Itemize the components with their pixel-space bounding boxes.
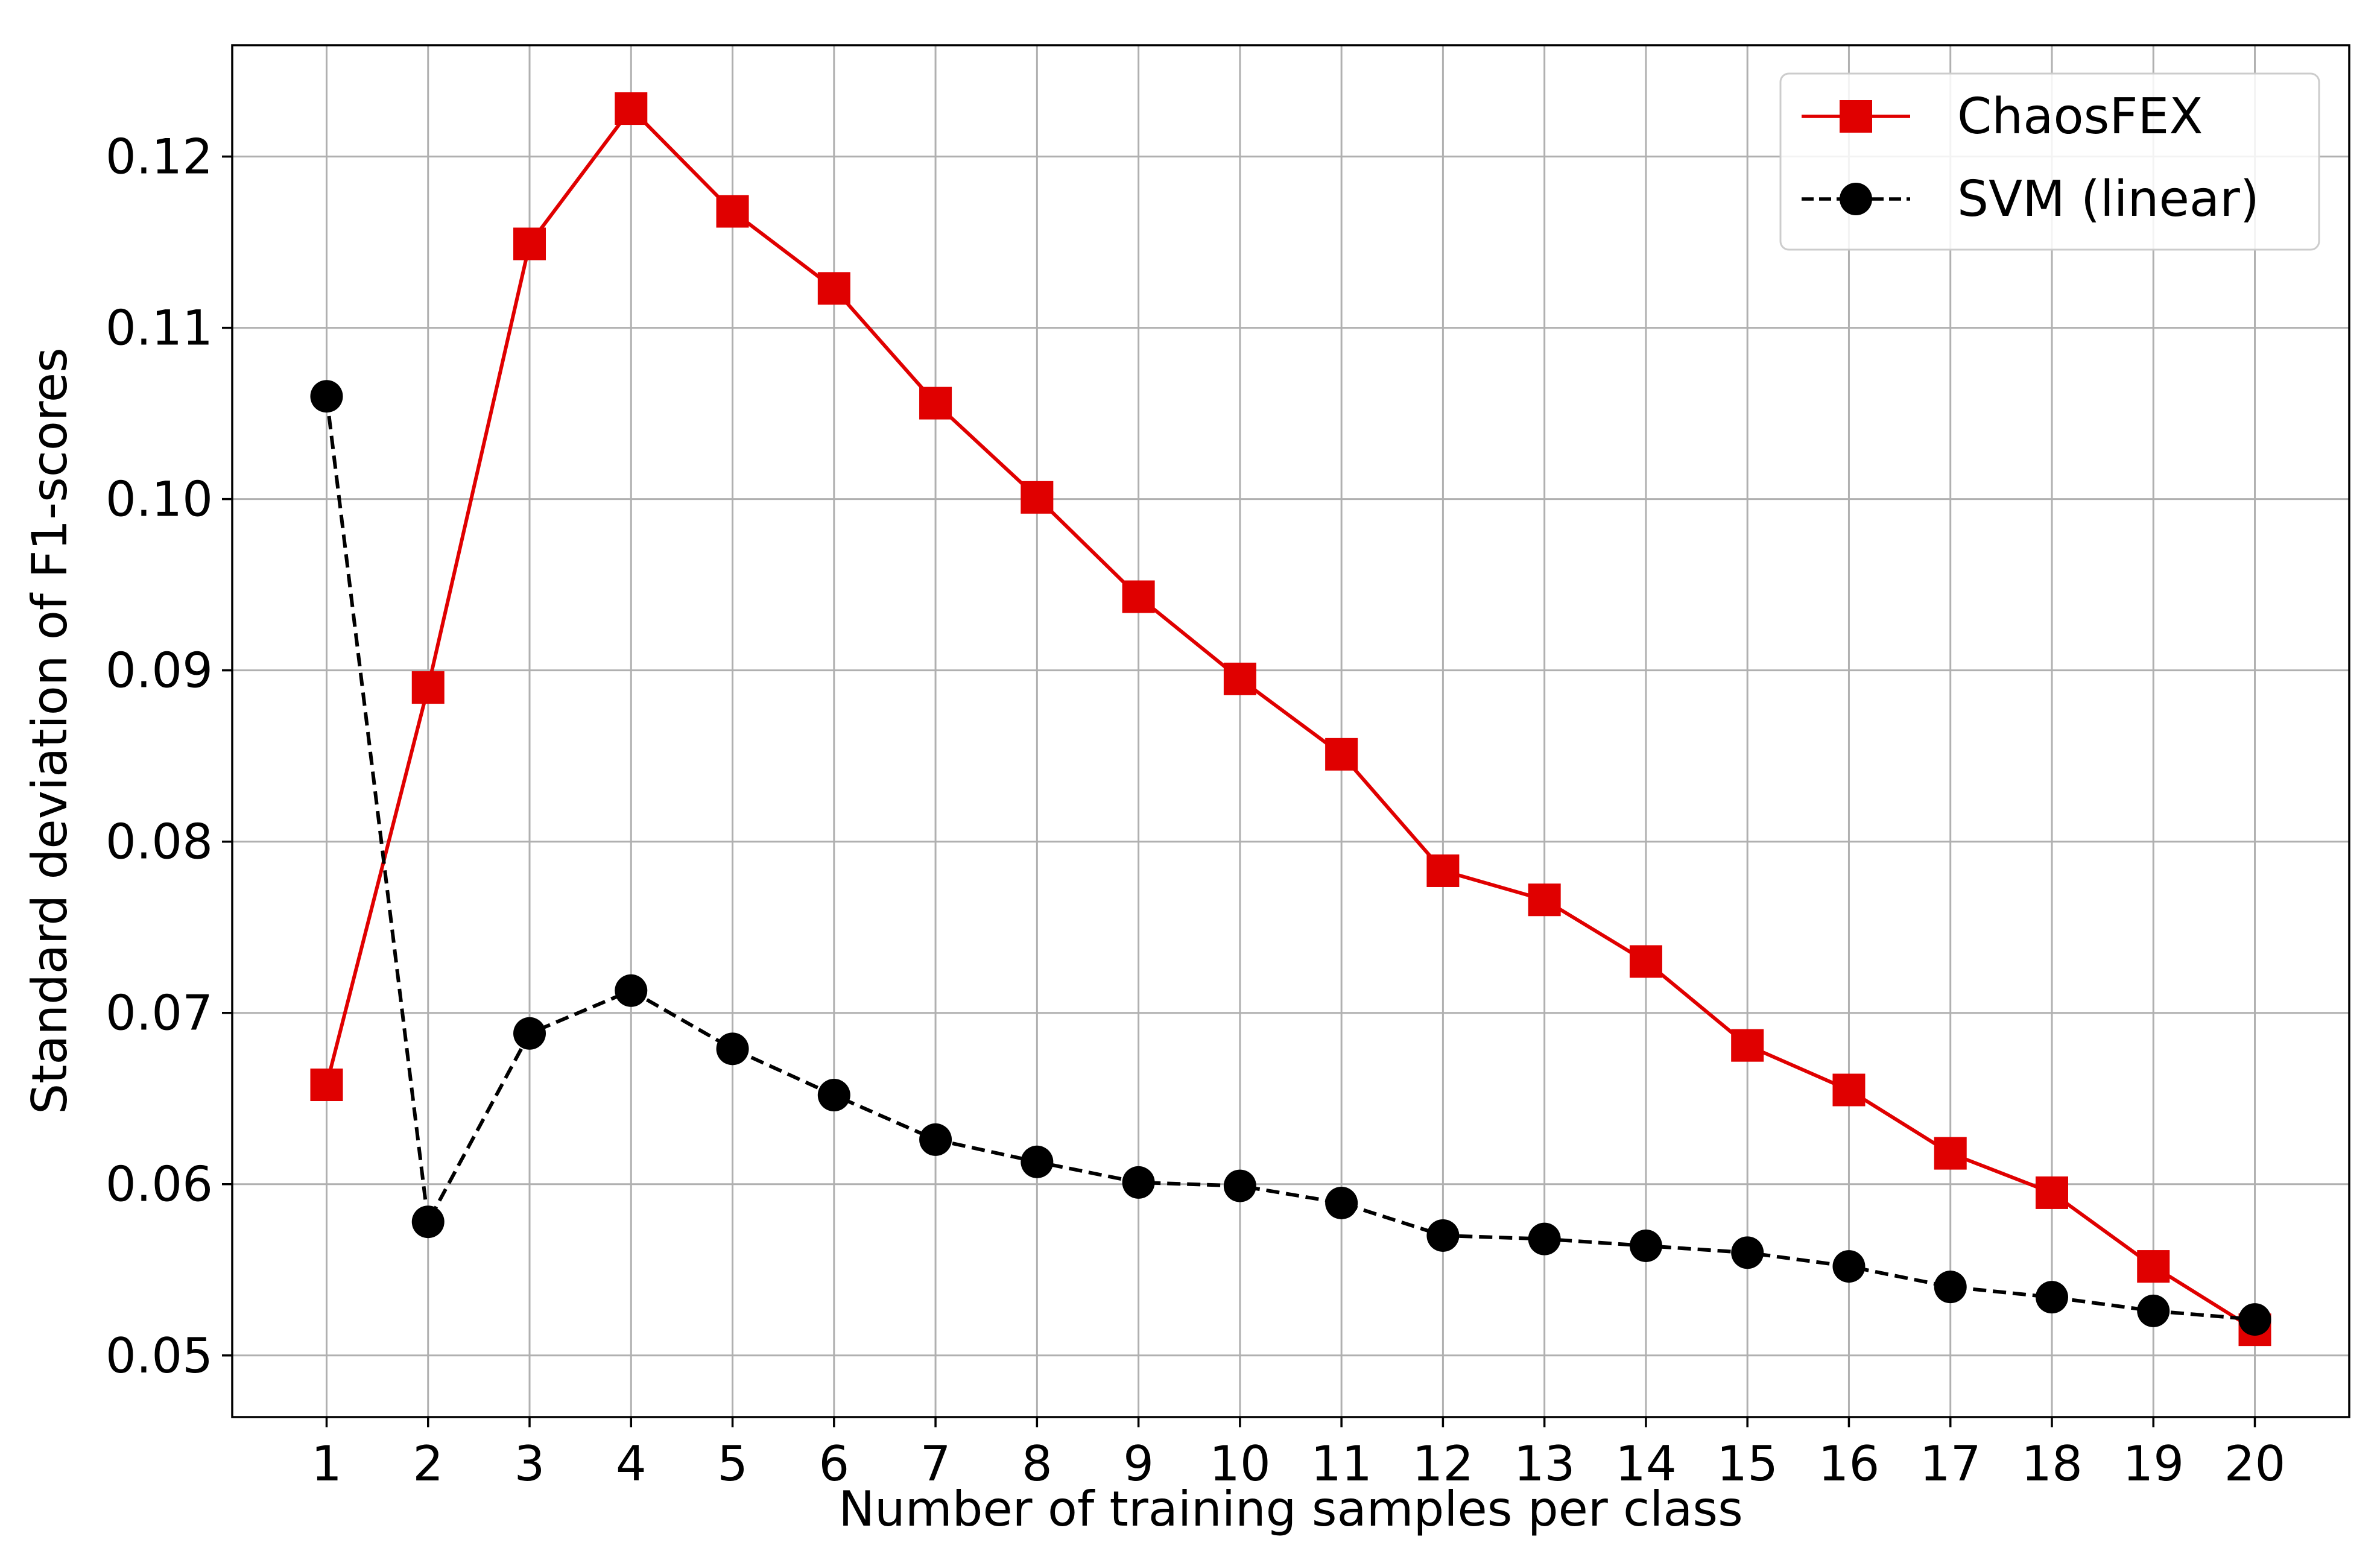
point-chaosfex-16: [1832, 1073, 1866, 1107]
point-svm-linear-8: [1021, 1145, 1054, 1178]
point-svm-linear-1: [310, 380, 343, 413]
legend-box: [1779, 72, 2320, 251]
point-chaosfex-7: [919, 387, 952, 420]
x-tick-label-7: 7: [920, 1436, 951, 1492]
x-tick-label-6: 6: [818, 1436, 849, 1492]
point-svm-linear-9: [1122, 1166, 1155, 1199]
legend: ChaosFEX SVM (linear): [1779, 72, 2320, 251]
x-tick-label-9: 9: [1123, 1436, 1154, 1492]
legend-entry-chaosfex: ChaosFEX: [1802, 88, 2203, 145]
point-svm-linear-6: [817, 1079, 850, 1112]
point-svm-linear-15: [1731, 1236, 1764, 1269]
y-tick-label-0.07: 0.07: [106, 985, 213, 1041]
y-tick-label-0.09: 0.09: [106, 643, 213, 699]
series-line-svm-linear: [324, 396, 2255, 1322]
point-svm-linear-5: [716, 1032, 749, 1066]
x-tick-label-12: 12: [1412, 1436, 1473, 1492]
point-svm-linear-18: [2035, 1281, 2068, 1314]
point-chaosfex-18: [2035, 1176, 2068, 1209]
point-chaosfex-9: [1122, 580, 1155, 613]
point-svm-linear-16: [1832, 1250, 1866, 1283]
axis-ticks: 1 2 3 4 5 6 7 8 9 10 11 12 13 14 15 16 17 18 19 200.050.060…: [106, 129, 2286, 1492]
point-chaosfex-17: [1934, 1137, 1967, 1170]
y-tick-label-0.12: 0.12: [106, 129, 213, 185]
point-svm-linear-13: [1528, 1222, 1561, 1255]
point-chaosfex-4: [615, 92, 648, 125]
x-tick-label-14: 14: [1615, 1436, 1677, 1492]
point-chaosfex-14: [1629, 945, 1662, 978]
point-svm-linear-19: [2137, 1294, 2170, 1327]
point-chaosfex-19: [2137, 1250, 2170, 1283]
point-svm-linear-3: [513, 1017, 546, 1050]
point-chaosfex-12: [1426, 854, 1460, 887]
x-tick-label-15: 15: [1717, 1436, 1778, 1492]
series-group: [310, 92, 2271, 1347]
x-tick-label-4: 4: [616, 1436, 647, 1492]
y-tick-label-0.06: 0.06: [106, 1157, 213, 1213]
point-chaosfex-10: [1223, 662, 1256, 695]
x-tick-label-19: 19: [2122, 1436, 2184, 1492]
series-line-chaosfex: [324, 107, 2256, 1331]
x-tick-label-20: 20: [2224, 1436, 2286, 1492]
x-tick-label-5: 5: [717, 1436, 748, 1492]
plot-frame: [231, 44, 2350, 1418]
y-tick-label-0.08: 0.08: [106, 814, 213, 870]
x-tick-label-16: 16: [1818, 1436, 1880, 1492]
y-tick-label-0.05: 0.05: [106, 1328, 213, 1384]
legend-marker-chaosfex: [1840, 100, 1872, 133]
x-tick-label-1: 1: [311, 1436, 342, 1492]
point-chaosfex-5: [716, 195, 749, 228]
point-svm-linear-17: [1934, 1271, 1967, 1304]
point-chaosfex-2: [411, 671, 445, 704]
point-chaosfex-11: [1325, 737, 1358, 771]
x-tick-label-11: 11: [1311, 1436, 1372, 1492]
legend-entry-svm-linear: SVM (linear): [1802, 171, 2259, 228]
x-tick-label-3: 3: [514, 1436, 545, 1492]
legend-label-chaosfex: ChaosFEX: [1957, 88, 2203, 145]
x-tick-label-10: 10: [1209, 1436, 1271, 1492]
series-svm-linear: [310, 380, 2271, 1336]
point-chaosfex-6: [817, 272, 850, 305]
series-chaosfex: [310, 92, 2271, 1347]
point-svm-linear-14: [1629, 1229, 1662, 1262]
point-svm-linear-20: [2238, 1303, 2271, 1336]
point-svm-linear-10: [1223, 1169, 1256, 1202]
legend-label-svm-linear: SVM (linear): [1957, 171, 2259, 228]
point-chaosfex-1: [310, 1069, 343, 1102]
x-axis-label: Number of training samples per class: [838, 1481, 1743, 1537]
point-chaosfex-8: [1021, 481, 1054, 514]
legend-marker-svm-linear: [1840, 183, 1872, 215]
y-tick-label-0.10: 0.10: [106, 472, 213, 528]
x-tick-label-13: 13: [1514, 1436, 1575, 1492]
point-svm-linear-12: [1426, 1219, 1460, 1252]
point-svm-linear-7: [919, 1123, 952, 1156]
point-chaosfex-13: [1528, 883, 1561, 917]
x-tick-label-17: 17: [1920, 1436, 1981, 1492]
y-axis-label: Standard deviation of F1-scores: [22, 347, 78, 1114]
x-tick-label-2: 2: [413, 1436, 443, 1492]
x-tick-label-18: 18: [2021, 1436, 2083, 1492]
x-tick-label-8: 8: [1022, 1436, 1052, 1492]
point-chaosfex-3: [513, 227, 546, 261]
point-chaosfex-15: [1731, 1029, 1764, 1062]
y-tick-label-0.11: 0.11: [106, 300, 213, 356]
point-svm-linear-11: [1325, 1186, 1358, 1219]
point-svm-linear-2: [411, 1205, 445, 1239]
point-svm-linear-4: [615, 974, 648, 1007]
